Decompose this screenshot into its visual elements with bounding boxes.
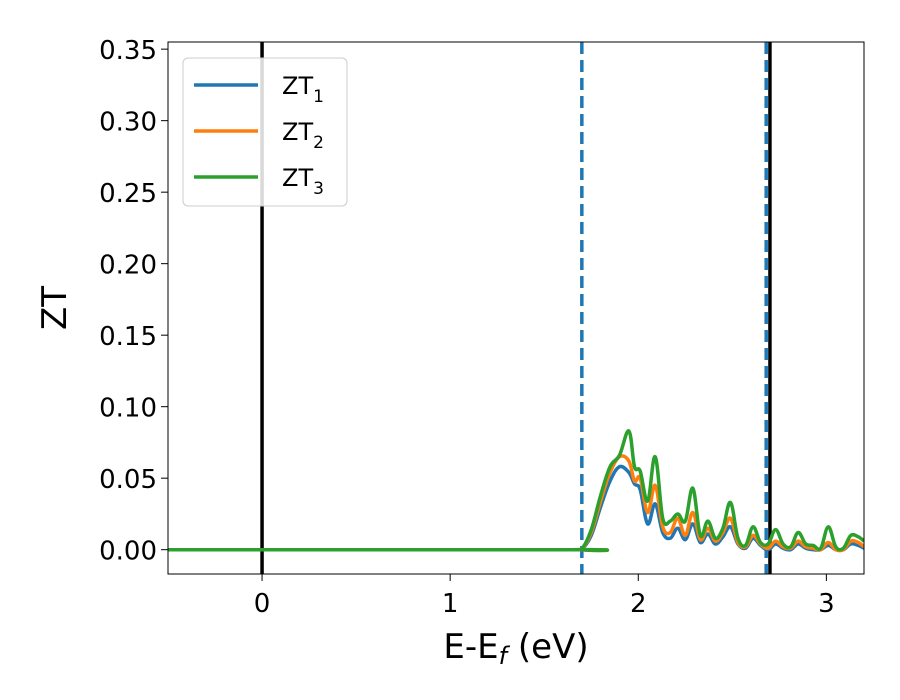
y-tick-label: 0.15 bbox=[99, 322, 157, 352]
legend-label-zt2: ZT2 bbox=[282, 118, 324, 153]
plot-area bbox=[168, 42, 864, 574]
series-line-zt3 bbox=[168, 429, 864, 553]
x-tick-label: 3 bbox=[818, 589, 835, 619]
series-lines bbox=[168, 429, 864, 553]
y-tick-label: 0.10 bbox=[99, 394, 157, 424]
legend-box bbox=[182, 57, 348, 207]
legend-label-zt1: ZT1 bbox=[282, 72, 324, 107]
y-tick-label: 0.00 bbox=[99, 537, 157, 567]
plot-frame bbox=[167, 41, 865, 575]
x-tick-label: 1 bbox=[442, 589, 459, 619]
x-axis: 0 1 2 3 bbox=[254, 574, 835, 619]
x-tick-label: 2 bbox=[630, 589, 647, 619]
y-tick-label: 0.05 bbox=[99, 465, 157, 495]
y-tick-label: 0.35 bbox=[99, 36, 157, 66]
y-axis: 0.00 0.05 0.10 0.15 0.20 0.25 0.30 0.35 bbox=[99, 36, 168, 567]
y-axis-label: ZT bbox=[35, 286, 75, 330]
y-tick-label: 0.30 bbox=[99, 108, 157, 138]
legend-label-zt3: ZT3 bbox=[282, 164, 324, 199]
legend: ZT1 ZT2 ZT3 bbox=[182, 57, 348, 207]
x-axis-label: E-Ef (eV) bbox=[443, 627, 588, 670]
x-tick-label: 0 bbox=[254, 589, 271, 619]
y-tick-label: 0.20 bbox=[99, 251, 157, 281]
y-tick-label: 0.25 bbox=[99, 179, 157, 209]
